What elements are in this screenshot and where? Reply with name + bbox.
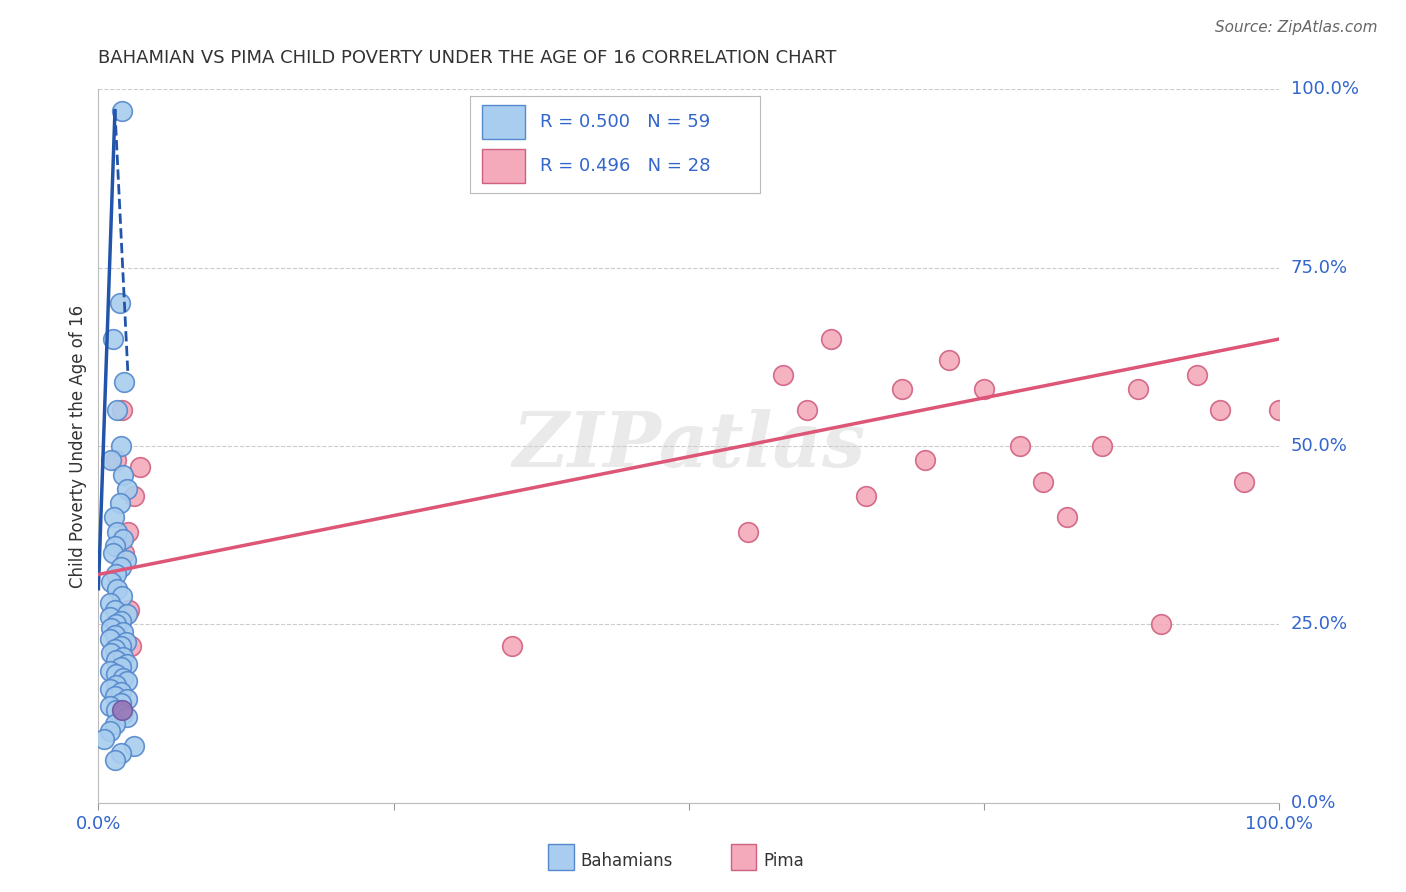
Point [105,667,128,681]
Point [128,460,150,475]
Point [101,332,124,346]
Point [98,610,121,624]
Point [115,692,138,706]
Point [93,731,115,746]
Point [110,696,132,710]
Point [117,524,139,539]
Point [105,453,128,467]
Point [110,614,132,628]
Point [104,753,127,767]
Point [104,642,127,657]
Point [1091,439,1114,453]
Point [121,639,143,653]
Point [110,560,132,574]
Point [772,368,794,382]
Point [115,482,138,496]
Point [101,546,124,560]
Point [1150,617,1173,632]
Point [118,603,141,617]
Point [890,382,912,396]
Point [820,332,842,346]
Point [973,382,995,396]
Point [1268,403,1291,417]
Point [122,489,145,503]
Point [501,639,523,653]
Point [104,603,127,617]
Point [110,685,132,699]
Point [1209,403,1232,417]
Point [122,739,145,753]
Point [98,664,121,678]
Point [111,703,134,717]
Text: Bahamians: Bahamians [581,852,673,870]
Point [105,403,128,417]
Text: 100.0%: 100.0% [1291,80,1358,98]
Point [105,703,128,717]
Point [98,596,121,610]
Point [110,746,132,760]
Point [1126,382,1149,396]
Text: Pima: Pima [763,852,804,870]
Point [112,624,135,639]
Point [98,699,121,714]
Point [112,706,135,721]
Text: 75.0%: 75.0% [1291,259,1348,277]
Point [98,724,121,739]
Point [110,660,132,674]
Point [100,574,122,589]
Text: ZIPatlas: ZIPatlas [512,409,866,483]
Point [115,710,138,724]
Text: 25.0%: 25.0% [1291,615,1348,633]
Point [938,353,960,368]
Text: BAHAMIAN VS PIMA CHILD POVERTY UNDER THE AGE OF 16 CORRELATION CHART: BAHAMIAN VS PIMA CHILD POVERTY UNDER THE… [98,49,837,67]
Point [103,510,125,524]
Point [105,678,128,692]
Point [105,567,128,582]
Point [1008,439,1031,453]
Point [104,689,127,703]
Point [1056,510,1078,524]
Point [114,553,136,567]
Point [110,639,132,653]
Point [104,628,127,642]
Point [104,717,127,731]
Point [105,653,128,667]
Point [105,582,128,596]
Point [108,296,131,310]
Point [104,539,127,553]
Point [110,439,132,453]
Point [112,375,135,389]
Point [98,681,121,696]
Point [112,671,135,685]
Point [737,524,759,539]
Text: 0.0%: 0.0% [1291,794,1336,812]
Point [115,607,138,621]
Text: 50.0%: 50.0% [1291,437,1347,455]
Point [855,489,877,503]
Point [115,657,138,671]
Point [1032,475,1054,489]
Point [108,496,131,510]
Point [115,674,138,689]
Point [100,453,122,467]
Point [796,403,818,417]
Y-axis label: Child Poverty Under the Age of 16: Child Poverty Under the Age of 16 [69,304,87,588]
Point [105,617,128,632]
Point [112,467,135,482]
Point [112,546,135,560]
Point [111,403,134,417]
Point [1185,368,1208,382]
Point [98,632,121,646]
Text: Source: ZipAtlas.com: Source: ZipAtlas.com [1215,20,1378,35]
Point [100,646,122,660]
Point [914,453,936,467]
Point [111,103,134,118]
Point [111,589,134,603]
Point [112,649,135,664]
Point [114,635,136,649]
Point [100,621,122,635]
Point [112,532,135,546]
Point [105,524,128,539]
Point [1233,475,1256,489]
